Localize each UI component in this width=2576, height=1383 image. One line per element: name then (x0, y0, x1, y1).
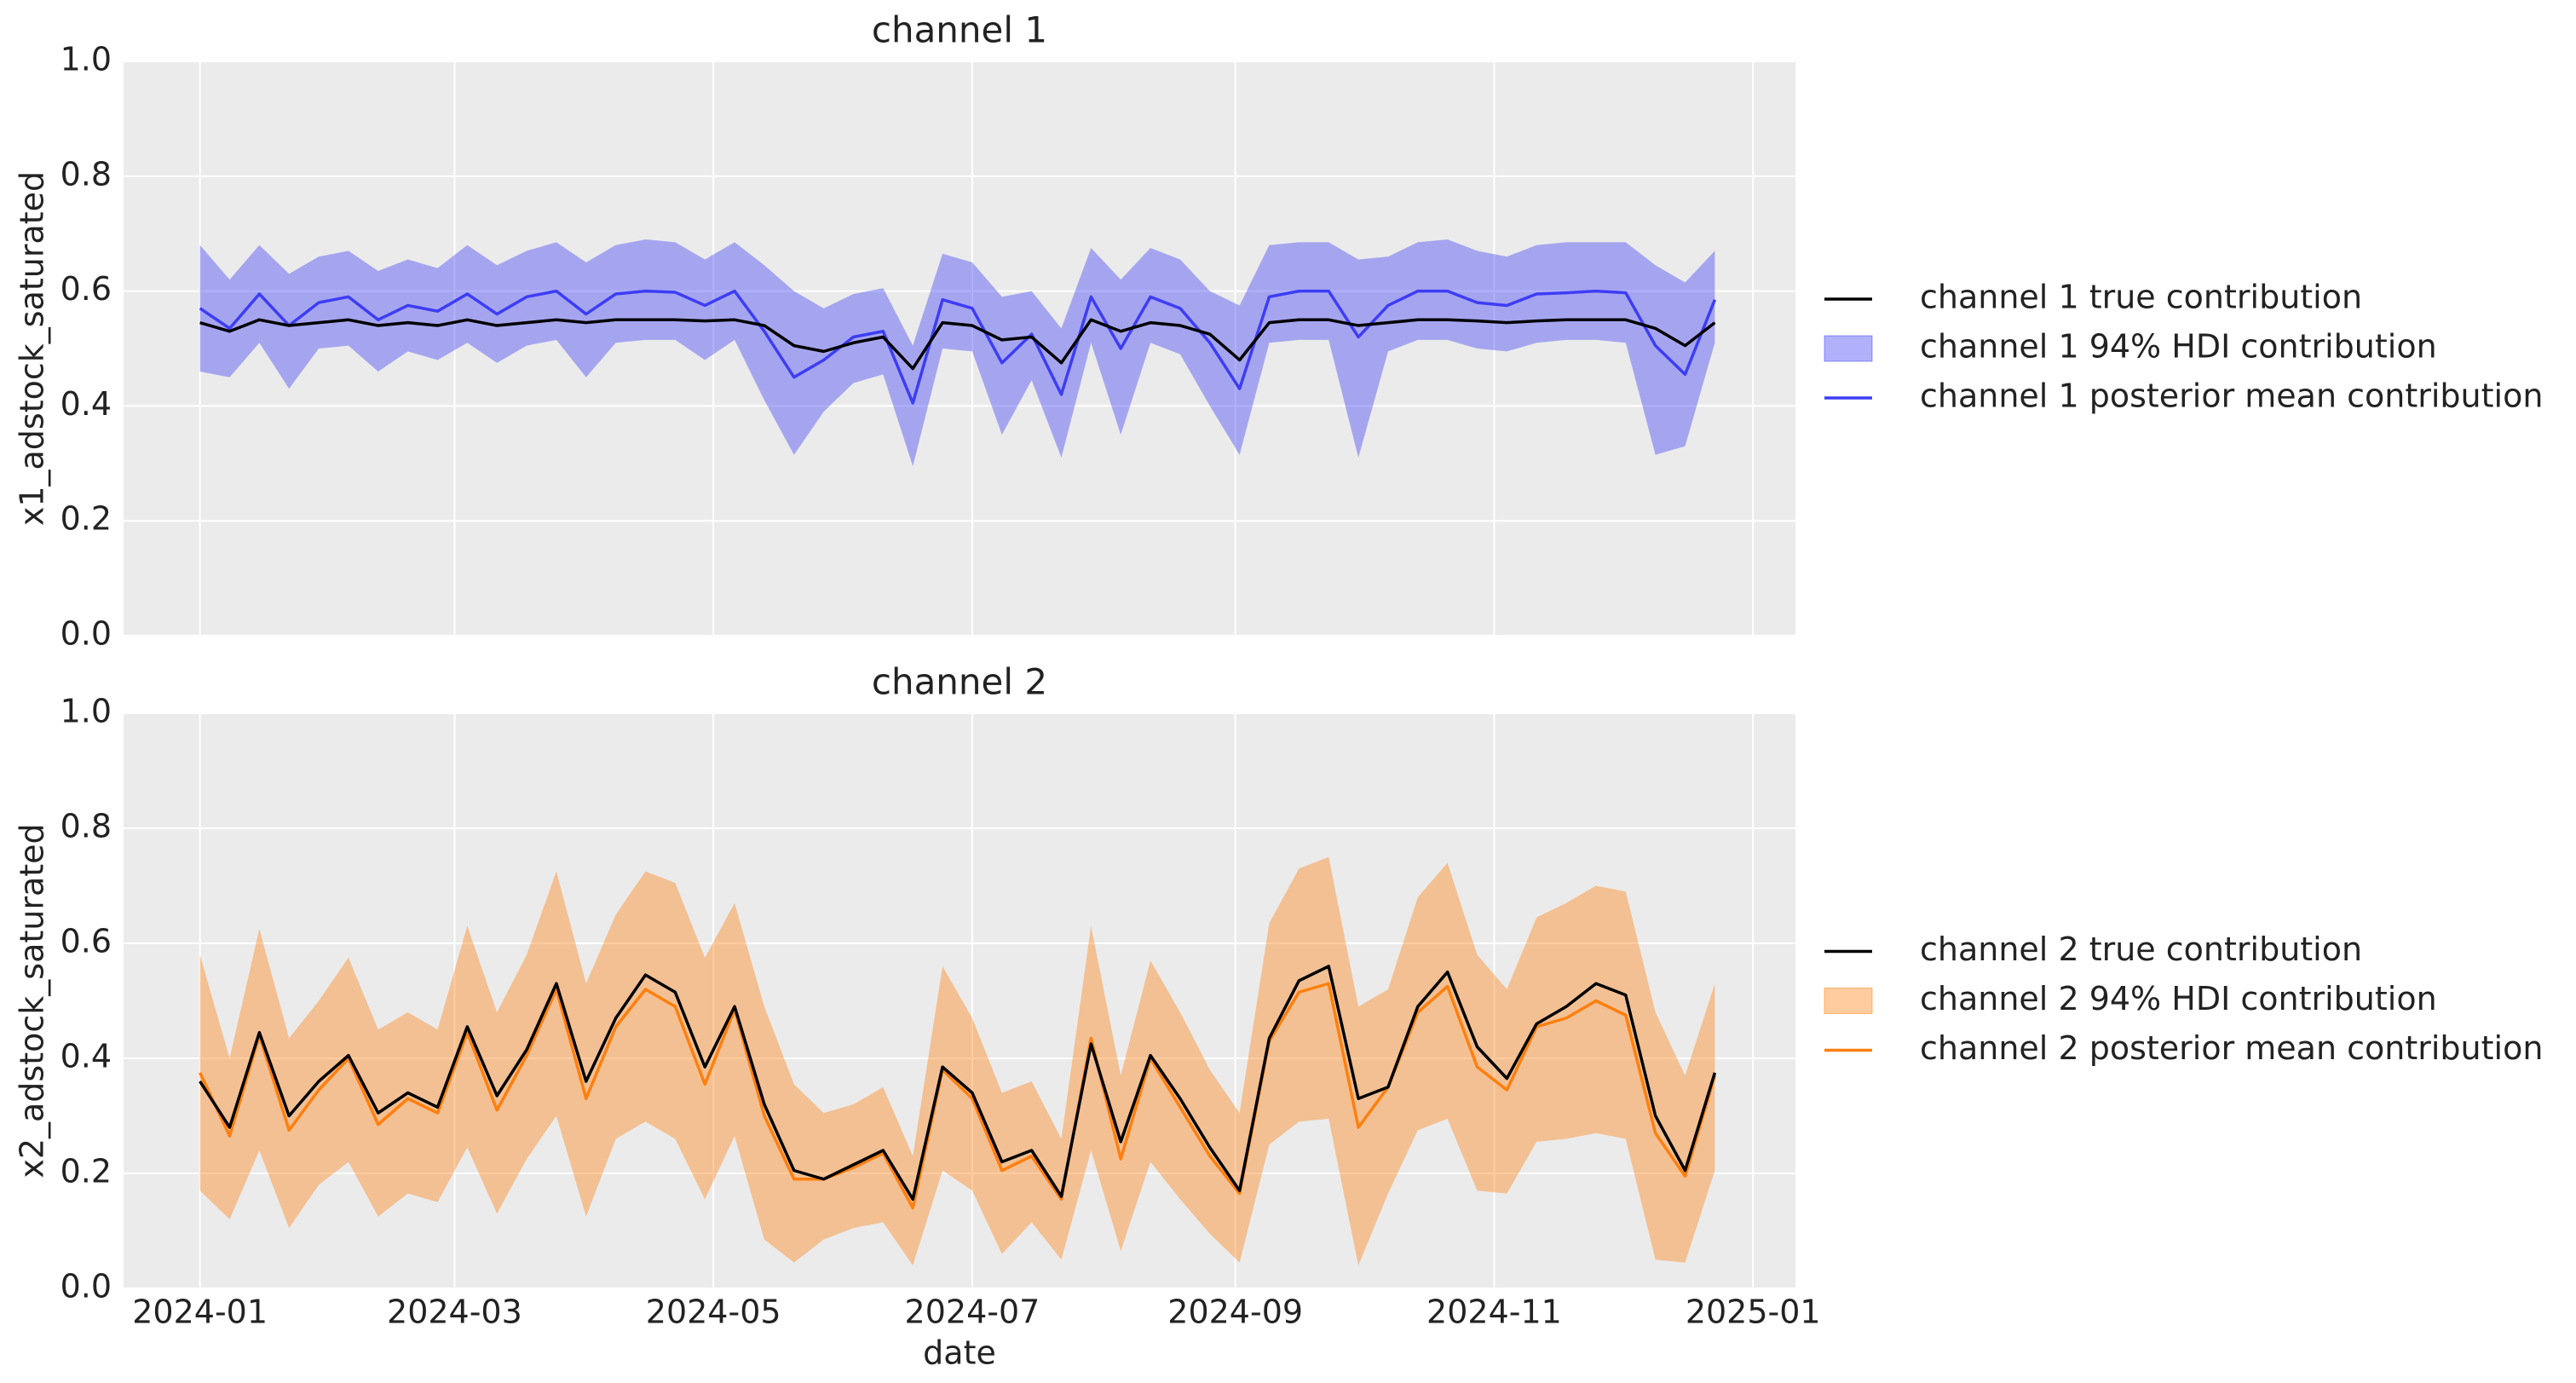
series-line (199, 289, 1717, 405)
y-tick-label: 1.0 (61, 693, 112, 730)
legend-label: channel 2 94% HDI contribution (1920, 980, 2437, 1017)
panel-title: channel 1 (872, 9, 1047, 51)
legend-swatch (1824, 988, 1873, 1014)
x-tick-label: 2024-01 (132, 1294, 268, 1331)
y-tick-label: 0.2 (61, 1153, 112, 1190)
y-tick-label: 0.0 (61, 1268, 112, 1305)
y-tick-label: 0.4 (61, 385, 112, 423)
legend-swatch (1824, 335, 1873, 362)
y-tick-label: 0.0 (61, 615, 112, 653)
x-tick-label: 2024-05 (646, 1294, 781, 1331)
legend-label: channel 1 true contribution (1920, 279, 2362, 316)
series-line (199, 965, 1717, 1201)
x-tick-label: 2024-11 (1426, 1294, 1562, 1331)
y-tick-label: 0.6 (61, 923, 112, 960)
x-tick-label: 2024-09 (1167, 1294, 1303, 1331)
y-tick-label: 1.0 (61, 41, 112, 78)
hdi-band (199, 239, 1715, 467)
y-axis-label: x2_adstock_saturated (14, 823, 51, 1178)
y-tick-label: 0.6 (61, 270, 112, 308)
hdi-band (199, 856, 1715, 1265)
x-axis-label: date (923, 1334, 996, 1372)
y-tick-label: 0.2 (61, 500, 112, 538)
x-tick-label: 2024-07 (905, 1294, 1040, 1331)
plot-background (124, 61, 1795, 636)
panel-title: channel 2 (872, 661, 1047, 703)
x-tick-label: 2025-01 (1686, 1294, 1821, 1331)
legend-label: channel 1 posterior mean contribution (1920, 377, 2543, 415)
y-tick-label: 0.8 (61, 808, 112, 845)
x-tick-label: 2024-03 (387, 1294, 522, 1331)
y-tick-label: 0.8 (61, 155, 112, 193)
legend-label: channel 1 94% HDI contribution (1920, 328, 2437, 366)
legend-label: channel 2 posterior mean contribution (1920, 1029, 2543, 1067)
series-line (199, 318, 1716, 371)
plot-background (124, 713, 1795, 1288)
y-axis-label: x1_adstock_saturated (14, 171, 51, 526)
y-tick-label: 0.4 (61, 1038, 112, 1075)
legend-label: channel 2 true contribution (1920, 931, 2362, 968)
series-line (199, 982, 1717, 1210)
